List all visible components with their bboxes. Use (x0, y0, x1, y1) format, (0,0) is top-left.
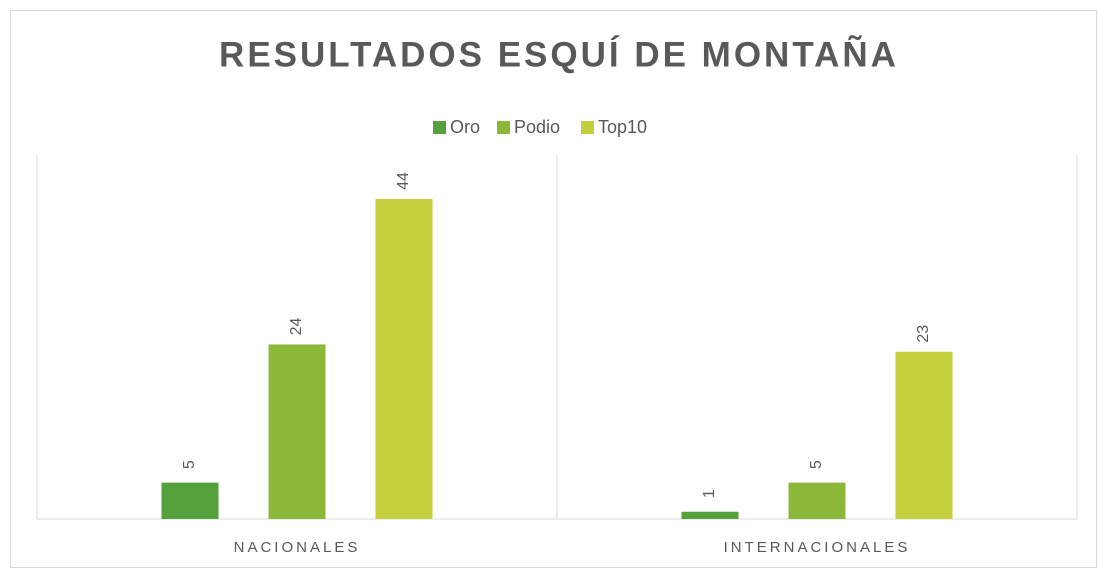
chart-title: RESULTADOS ESQUÍ DE MONTAÑA (219, 34, 899, 74)
data-label: 44 (395, 172, 412, 190)
data-label: 5 (808, 460, 825, 469)
legend-label: Oro (450, 117, 480, 137)
x-tick-label: INTERNACIONALES (724, 539, 911, 556)
bar (375, 199, 433, 519)
x-tick-label: NACIONALES (234, 539, 361, 556)
legend-label: Top10 (598, 117, 647, 137)
bar (681, 511, 739, 519)
legend-swatch (497, 121, 510, 134)
data-label: 24 (288, 317, 305, 335)
legend-swatch (581, 121, 594, 134)
bar (895, 351, 953, 519)
bar (788, 482, 846, 519)
bar (268, 344, 326, 519)
data-label: 1 (701, 489, 718, 498)
legend-swatch (433, 121, 446, 134)
data-label: 23 (915, 325, 932, 343)
bar (161, 482, 219, 519)
legend-label: Podio (514, 117, 560, 137)
data-label: 5 (181, 460, 198, 469)
